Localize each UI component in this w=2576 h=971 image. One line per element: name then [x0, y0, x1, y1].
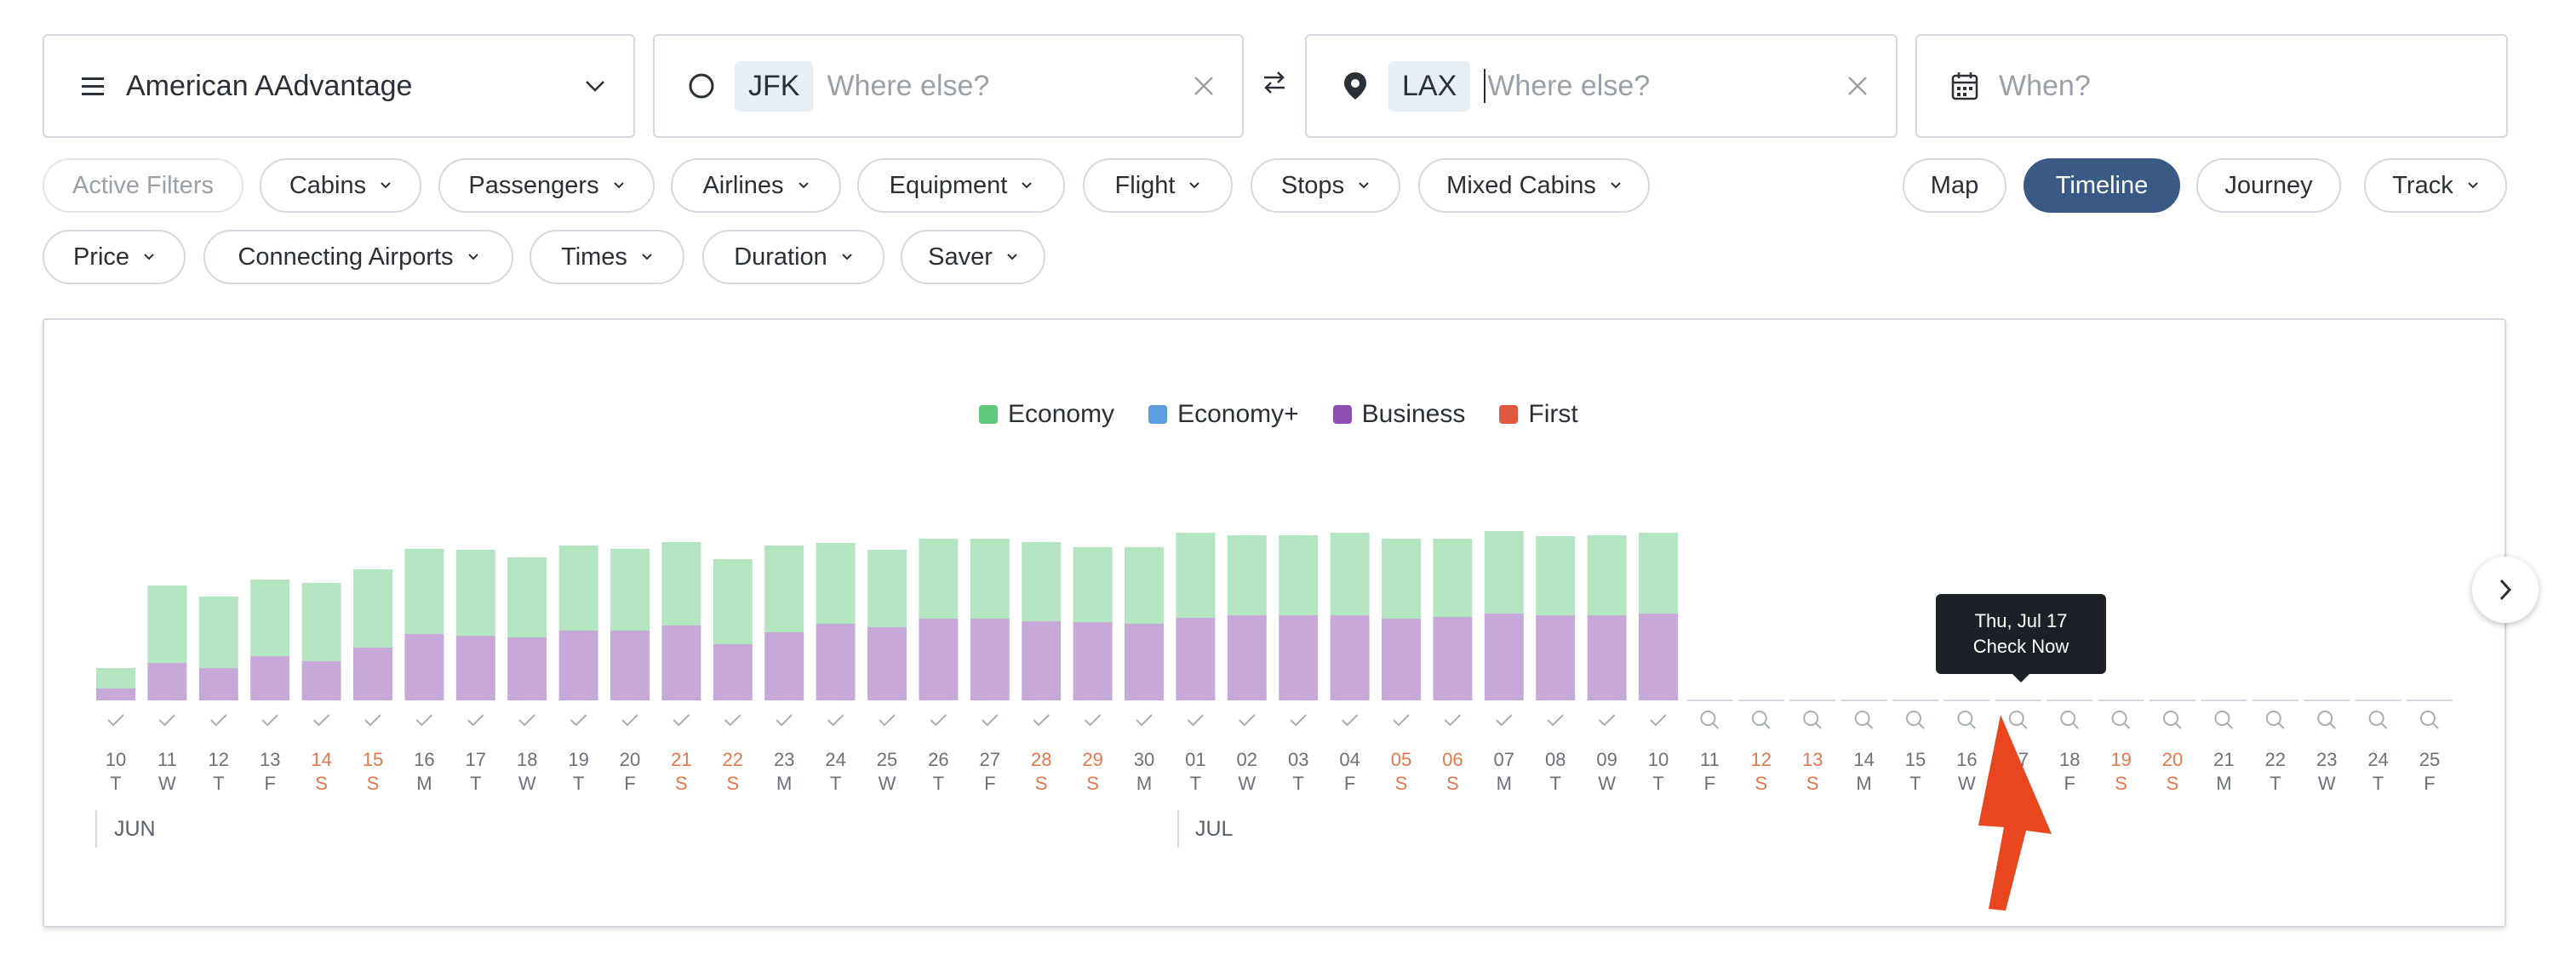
text-cursor	[1484, 69, 1486, 103]
chevron-right-icon	[2499, 579, 2512, 601]
stops-filter[interactable]: Stops	[1251, 158, 1400, 213]
chevron-down-icon	[1611, 182, 1621, 189]
month-label-jul: JUL	[1195, 817, 1234, 841]
airlines-filter[interactable]: Airlines	[671, 158, 841, 213]
date-field[interactable]: When?	[1915, 34, 2508, 138]
calendar-icon	[1951, 72, 1978, 100]
origin-input[interactable]: Where else?	[827, 69, 990, 102]
stops-filter-label: Stops	[1280, 171, 1345, 199]
date-input[interactable]: When?	[1999, 69, 2091, 102]
annotation-arrow	[1978, 715, 2052, 911]
passengers-filter-label: Passengers	[468, 171, 599, 199]
cabins-filter-label: Cabins	[289, 171, 367, 199]
mixed-cabins-filter[interactable]: Mixed Cabins	[1418, 158, 1650, 213]
menu-icon	[82, 77, 104, 95]
view-timeline-button[interactable]: Timeline	[2024, 158, 2180, 213]
origin-circle-icon	[689, 73, 714, 99]
month-divider-jul	[1177, 810, 1179, 848]
destination-field[interactable]: LAX Where else?	[1305, 34, 1898, 138]
chevron-down-icon	[586, 81, 604, 92]
month-divider-jun	[95, 810, 97, 848]
equipment-filter-label: Equipment	[889, 171, 1008, 199]
airlines-filter-label: Airlines	[702, 171, 784, 199]
active-filters-pill[interactable]: Active Filters	[43, 158, 243, 213]
saver-filter[interactable]: Saver	[901, 230, 1045, 284]
equipment-filter[interactable]: Equipment	[857, 158, 1065, 213]
chevron-down-icon	[2468, 182, 2478, 189]
chevron-down-icon	[642, 254, 652, 260]
chevron-down-icon	[1359, 182, 1369, 189]
view-timeline-label: Timeline	[2055, 171, 2149, 199]
connecting-airports-filter[interactable]: Connecting Airports	[203, 230, 513, 284]
view-journey-label: Journey	[2224, 171, 2313, 199]
location-pin-icon	[1344, 72, 1366, 100]
chevron-down-icon	[1007, 254, 1017, 260]
view-map-button[interactable]: Map	[1903, 158, 2006, 213]
connecting-airports-filter-label: Connecting Airports	[238, 243, 454, 271]
chevron-down-icon	[613, 182, 624, 189]
program-label: American AAdvantage	[126, 69, 413, 102]
chart-legend: Economy Economy+ Business First	[979, 400, 1612, 429]
swap-icon[interactable]	[1262, 70, 1287, 95]
destination-input[interactable]: Where else?	[1487, 69, 1651, 102]
chevron-down-icon	[144, 254, 154, 260]
mixed-cabins-filter-label: Mixed Cabins	[1446, 171, 1596, 199]
saver-filter-label: Saver	[928, 243, 993, 271]
times-filter[interactable]: Times	[530, 230, 684, 284]
cabins-filter[interactable]: Cabins	[260, 158, 421, 213]
legend-first[interactable]: First	[1499, 400, 1578, 429]
legend-economy-label: Economy	[1008, 400, 1115, 428]
price-filter[interactable]: Price	[43, 230, 186, 284]
view-journey-button[interactable]: Journey	[2196, 158, 2341, 213]
view-track-button[interactable]: Track	[2364, 158, 2507, 213]
chevron-down-icon	[798, 182, 809, 189]
legend-economy[interactable]: Economy	[979, 400, 1114, 429]
view-track-label: Track	[2392, 171, 2453, 199]
tooltip-date: Thu, Jul 17	[1974, 610, 2068, 631]
legend-first-label: First	[1528, 400, 1578, 428]
destination-code-chip[interactable]: LAX	[1388, 60, 1471, 111]
origin-code-chip[interactable]: JFK	[735, 60, 814, 111]
price-filter-label: Price	[72, 243, 130, 271]
duration-filter-label: Duration	[734, 243, 827, 271]
legend-first-swatch	[1499, 405, 1519, 424]
flight-filter[interactable]: Flight	[1083, 158, 1233, 213]
view-map-label: Map	[1930, 171, 1979, 199]
active-filters-label: Active Filters	[72, 171, 214, 199]
clear-destination-icon[interactable]	[1846, 75, 1869, 97]
program-select[interactable]: American AAdvantage	[43, 34, 635, 138]
chevron-down-icon	[842, 254, 852, 260]
chevron-down-icon	[1022, 182, 1033, 189]
month-label-jun: JUN	[114, 817, 156, 841]
origin-field[interactable]: JFK Where else?	[653, 34, 1244, 138]
date-tooltip: Thu, Jul 17 Check Now	[1936, 594, 2106, 683]
legend-business-swatch	[1332, 405, 1352, 424]
chevron-down-icon	[467, 254, 478, 260]
chevron-down-icon	[1189, 182, 1200, 189]
clear-origin-icon[interactable]	[1193, 75, 1215, 97]
chevron-down-icon	[381, 182, 391, 189]
passengers-filter[interactable]: Passengers	[438, 158, 655, 213]
legend-economy-plus-label: Economy+	[1177, 400, 1299, 428]
legend-economy-plus-swatch	[1148, 405, 1168, 424]
legend-business[interactable]: Business	[1332, 400, 1466, 429]
tooltip-action: Check Now	[1972, 636, 2069, 657]
flight-filter-label: Flight	[1114, 171, 1176, 199]
legend-economy-swatch	[979, 405, 998, 424]
timeline-next-button[interactable]	[2472, 557, 2539, 623]
legend-business-label: Business	[1361, 400, 1466, 428]
legend-economy-plus[interactable]: Economy+	[1148, 400, 1299, 429]
times-filter-label: Times	[561, 243, 627, 271]
duration-filter[interactable]: Duration	[702, 230, 884, 284]
